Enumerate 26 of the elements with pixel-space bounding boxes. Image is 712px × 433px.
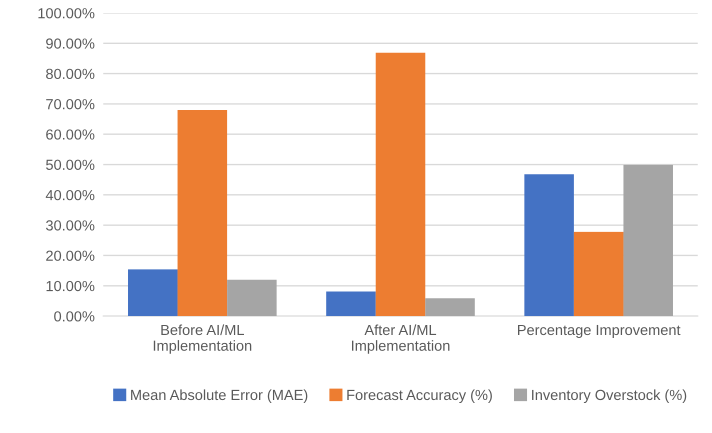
y-tick-label: 20.00% (46, 250, 94, 261)
x-tick-label: After AI/ML Implementation (352, 324, 450, 354)
y-tick-label: 40.00% (46, 190, 94, 200)
bar (128, 269, 178, 316)
bar (425, 298, 475, 316)
x-tick-label: Before AI/ML Implementation (154, 324, 252, 354)
y-tick-label: 10.00% (46, 280, 94, 292)
legend-label: Mean Absolute Error (MAE) (131, 389, 308, 403)
bar (178, 110, 228, 316)
y-tick-label: 0.00% (54, 311, 94, 322)
bar (623, 164, 673, 316)
x-tick-label: Percentage Improvement (518, 324, 680, 338)
legend-label: Inventory Overstock (%) (532, 389, 686, 403)
y-tick-label: 80.00% (46, 68, 94, 80)
bar (376, 52, 426, 316)
bar (574, 232, 624, 316)
bar (227, 280, 277, 316)
y-tick-label: 100.00% (38, 8, 94, 18)
bar (524, 174, 574, 316)
y-tick-label: 70.00% (46, 99, 94, 110)
y-tick-label: 90.00% (46, 38, 94, 49)
y-tick-label: 60.00% (46, 129, 94, 140)
legend-label: Forecast Accuracy (%) (347, 389, 492, 403)
bar (326, 292, 376, 316)
y-tick-label: 50.00% (46, 160, 94, 170)
y-tick-label: 30.00% (46, 220, 94, 231)
